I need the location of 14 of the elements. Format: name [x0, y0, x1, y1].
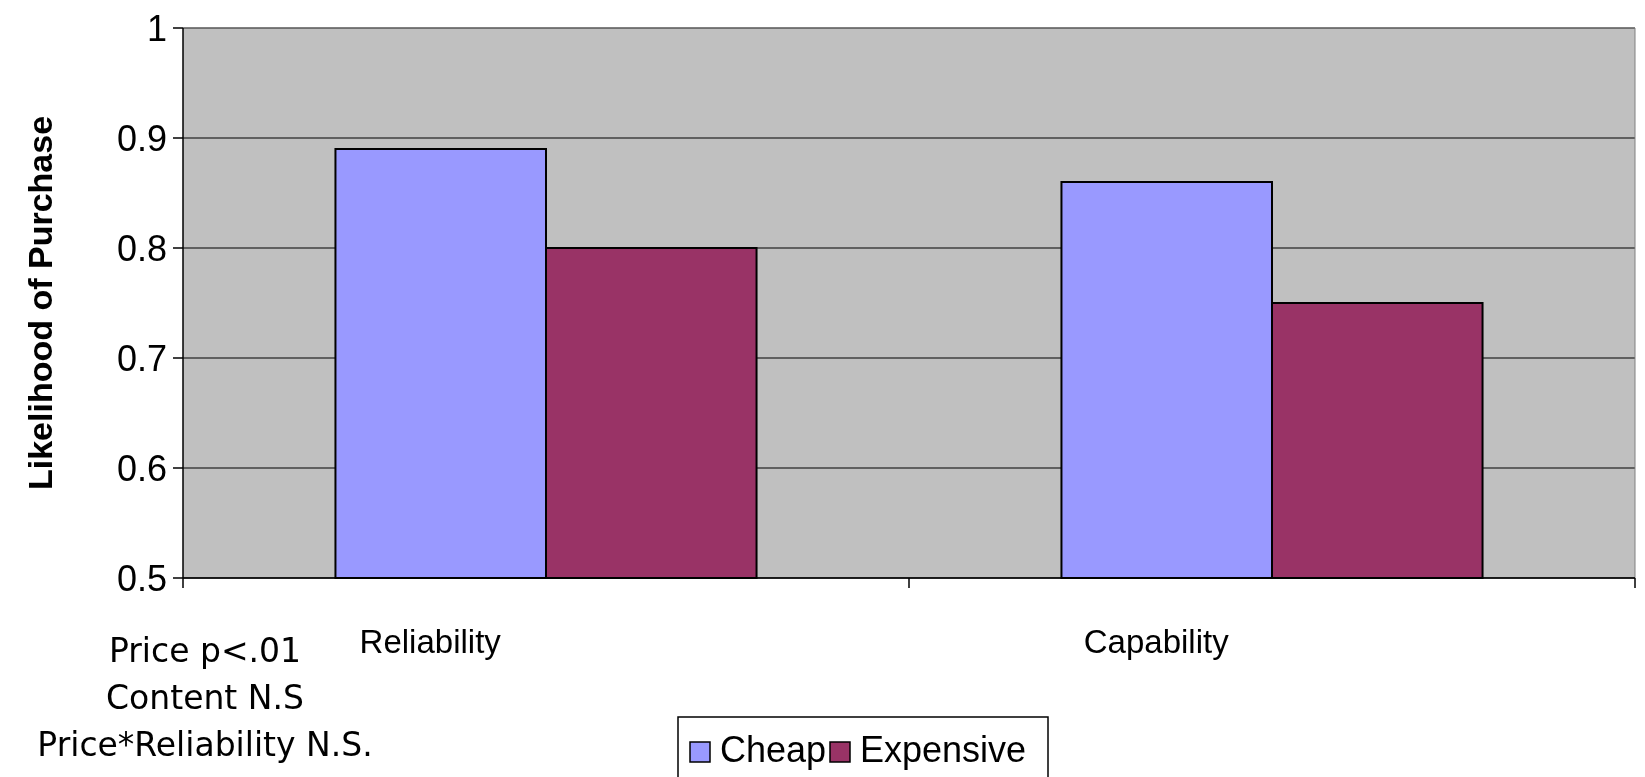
y-axis-title: Likelihood of Purchase — [21, 115, 59, 491]
y-tick-label: 0.5 — [116, 557, 167, 599]
legend-label: Cheap — [720, 729, 827, 770]
legend-label: Expensive — [860, 729, 1027, 770]
y-tick-label: 1 — [146, 7, 167, 49]
x-tick-label: Capability — [1083, 623, 1230, 660]
text: Content N.S — [106, 678, 304, 717]
text: Price*Reliability N.S. — [37, 725, 373, 764]
text: Price p<.01 — [108, 631, 302, 670]
y-tick-label: 0.8 — [116, 227, 167, 269]
y-tick-label: 0.7 — [116, 337, 167, 379]
y-tick-label: 0.6 — [116, 447, 167, 489]
y-tick-label: 0.9 — [116, 117, 167, 159]
x-tick-label: Reliability — [359, 623, 502, 660]
